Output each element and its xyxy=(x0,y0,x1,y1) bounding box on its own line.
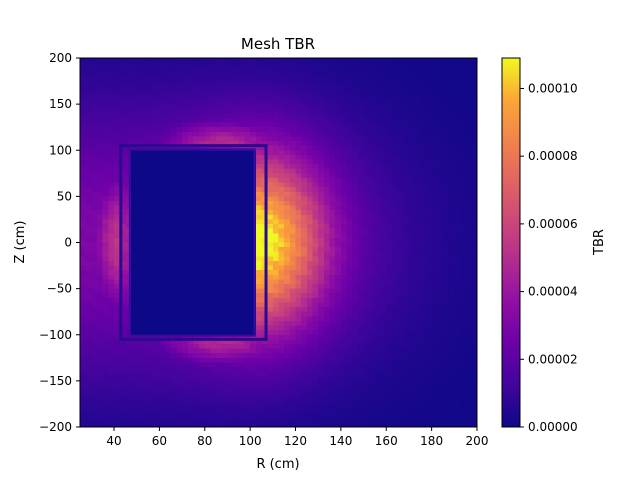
colorbar-tick-label: 0.00008 xyxy=(528,149,578,163)
y-tick-label: −150 xyxy=(39,374,72,388)
x-tick-label: 120 xyxy=(284,434,307,448)
x-tick-label: 200 xyxy=(466,434,489,448)
heatmap-area xyxy=(80,58,477,427)
y-axis-label: Z (cm) xyxy=(13,221,28,264)
y-tick-label: −200 xyxy=(39,420,72,434)
colorbar-tick-label: 0.00002 xyxy=(528,352,578,366)
x-axis: 40 60 80 100 120 140 160 180 200 xyxy=(106,427,488,448)
chart-title: Mesh TBR xyxy=(241,35,315,53)
colorbar xyxy=(501,57,521,428)
colorbar-label: TBR xyxy=(592,229,607,256)
x-tick-label: 160 xyxy=(375,434,398,448)
colorbar-tick-label: 0.00010 xyxy=(528,81,578,95)
y-axis: −200 −150 −100 −50 0 50 100 150 200 xyxy=(39,51,80,434)
x-tick-label: 40 xyxy=(106,434,121,448)
colorbar-tick-label: 0.00000 xyxy=(528,420,578,434)
y-tick-label: 150 xyxy=(49,97,72,111)
x-tick-label: 60 xyxy=(152,434,167,448)
colorbar-tick-label: 0.00004 xyxy=(528,285,578,299)
heatmap-image xyxy=(80,58,477,427)
y-tick-label: −50 xyxy=(47,282,72,296)
y-tick-label: 0 xyxy=(64,236,72,250)
y-tick-label: −100 xyxy=(39,328,72,342)
y-tick-label: 50 xyxy=(57,189,72,203)
y-tick-label: 200 xyxy=(49,51,72,65)
x-axis-label: R (cm) xyxy=(256,457,299,472)
x-tick-label: 80 xyxy=(197,434,212,448)
x-tick-label: 180 xyxy=(420,434,443,448)
structures xyxy=(119,144,268,341)
y-tick-label: 100 xyxy=(49,143,72,157)
colorbar-ticks: 0.00000 0.00002 0.00004 0.00006 0.00008 0.000… xyxy=(520,81,578,434)
x-tick-label: 100 xyxy=(239,434,262,448)
outer-boundary xyxy=(119,144,268,341)
x-tick-label: 140 xyxy=(329,434,352,448)
colorbar-tick-label: 0.00006 xyxy=(528,217,578,231)
inner-boundary xyxy=(128,148,256,337)
